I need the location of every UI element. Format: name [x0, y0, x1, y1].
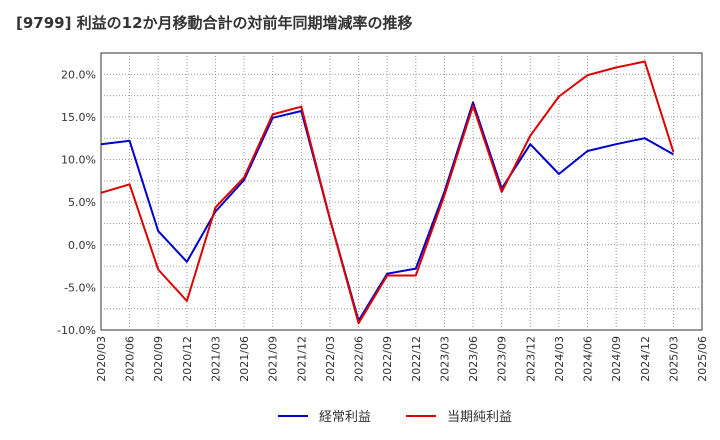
x-tick-label: 2021/09 — [267, 336, 280, 382]
y-axis: -10.0% -5.0% 0.0% 5.0% 10.0% 15.0% 20.0% — [57, 68, 96, 337]
y-tick-label: -5.0% — [64, 281, 96, 294]
y-tick-label: 20.0% — [61, 68, 96, 81]
x-tick-label: 2025/06 — [696, 336, 709, 382]
plot-area — [100, 52, 703, 331]
x-tick-label: 2020/09 — [152, 336, 165, 382]
x-tick-label: 2020/06 — [124, 336, 137, 382]
x-tick-label: 2021/12 — [295, 336, 308, 382]
x-tick-label: 2021/06 — [238, 336, 251, 382]
series-line-当期純利益 — [100, 60, 675, 325]
x-axis: 2020/03 2020/06 2020/09 2020/12 2021/03 2021/… — [95, 336, 709, 382]
x-tick-label: 2022/03 — [324, 336, 337, 382]
x-tick-label: 2022/06 — [353, 336, 366, 382]
x-tick-label: 2024/09 — [610, 336, 623, 382]
plot-frame — [100, 52, 703, 331]
x-tick-label: 2023/12 — [524, 336, 537, 382]
x-tick-label: 2020/12 — [181, 336, 194, 382]
x-tick-label: 2024/12 — [639, 336, 652, 382]
x-tick-label: 2023/06 — [467, 336, 480, 382]
y-tick-label: 0.0% — [68, 239, 96, 252]
grid-lines — [101, 53, 702, 330]
legend: 経常利益 当期純利益 — [278, 410, 512, 425]
x-tick-label: 2020/03 — [95, 336, 108, 382]
x-tick-label: 2023/03 — [438, 336, 451, 382]
y-tick-label: 15.0% — [61, 111, 96, 124]
x-tick-label: 2023/09 — [496, 336, 509, 382]
y-tick-label: 5.0% — [68, 196, 96, 209]
x-tick-label: 2021/03 — [209, 336, 222, 382]
series-lines — [100, 60, 675, 325]
x-tick-label: 2024/03 — [553, 336, 566, 382]
series-line-経常利益 — [100, 101, 674, 322]
y-tick-label: 10.0% — [61, 154, 96, 167]
x-tick-label: 2024/06 — [582, 336, 595, 382]
y-tick-label: -10.0% — [57, 324, 96, 337]
x-tick-label: 2022/09 — [381, 336, 394, 382]
x-tick-label: 2022/12 — [410, 336, 423, 382]
chart-title: [9799] 利益の12か月移動合計の対前年同期増減率の推移 — [16, 14, 413, 32]
legend-label: 経常利益 — [319, 410, 371, 425]
x-tick-label: 2025/03 — [667, 336, 680, 382]
legend-label: 当期純利益 — [447, 410, 512, 425]
